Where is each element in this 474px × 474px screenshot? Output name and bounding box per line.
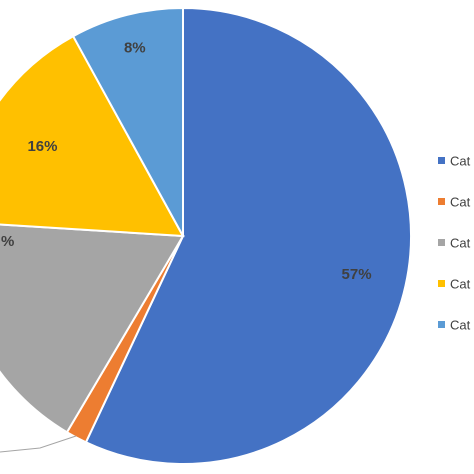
legend-swatch-2: [438, 198, 445, 205]
slice-label-1: 57%: [342, 266, 372, 283]
pie-slice-4: [0, 34, 185, 238]
legend-swatch-1: [438, 157, 445, 164]
pie-labels: 57% 16% 8%: [0, 39, 372, 453]
partial-slice-label: %: [1, 233, 14, 250]
leader-line: [0, 435, 77, 453]
legend-swatch-4: [438, 280, 445, 287]
legend-label-3: Cat: [450, 235, 471, 250]
pie-slice-1: [84, 6, 412, 465]
legend-label-4: Cat: [450, 276, 471, 291]
legend-label-5: Cat: [450, 317, 471, 332]
slice-label-4: 16%: [27, 138, 57, 155]
pie-slice-5: [71, 6, 184, 237]
legend: Cat Cat Cat Cat Cat: [438, 153, 471, 332]
slice-label-5: 8%: [124, 39, 146, 56]
legend-label-1: Cat: [450, 153, 471, 168]
legend-swatch-3: [438, 239, 445, 246]
legend-swatch-5: [438, 321, 445, 328]
pie-slice-3: [0, 223, 185, 434]
pie-slices: [0, 6, 412, 465]
legend-label-2: Cat: [450, 194, 471, 209]
